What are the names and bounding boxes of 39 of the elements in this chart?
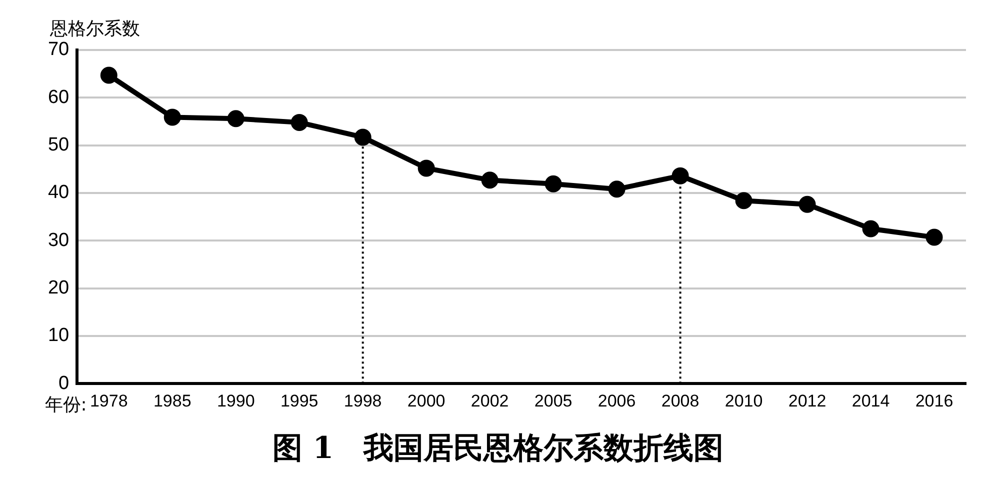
x-tick-label: 2005 (534, 391, 572, 410)
x-tick-label: 1998 (344, 391, 382, 410)
point (481, 172, 498, 189)
point (862, 220, 880, 238)
y-tick-label: 10 (48, 325, 70, 346)
point (608, 180, 626, 198)
y-axis-title: 恩格尔系数 (49, 18, 140, 40)
point (418, 160, 435, 177)
point (798, 196, 816, 213)
x-tick-label: 1990 (216, 391, 255, 410)
point (926, 228, 943, 246)
x-tick-label: 2014 (852, 391, 890, 410)
x-tick-label: 2008 (661, 391, 700, 410)
y-tick-label: 40 (48, 182, 70, 204)
y-tick-label: 60 (48, 86, 70, 108)
point (227, 110, 244, 128)
y-tick-label: 20 (48, 278, 70, 299)
x-tick-label: 2002 (470, 391, 509, 410)
text: 图 1 我国居民恩格尔系数折线图 (271, 430, 725, 468)
point (735, 192, 752, 210)
x-tick-label: 2000 (407, 391, 446, 410)
x-axis-title: 年份: (44, 394, 87, 416)
x-tick-label: 2016 (915, 391, 954, 410)
x-tick-label: 2006 (598, 391, 636, 410)
x-tick-label: 1978 (90, 391, 128, 410)
point (672, 167, 689, 184)
x-tick-label: 2010 (724, 391, 763, 410)
point (354, 128, 372, 146)
point (100, 66, 118, 84)
point (544, 175, 562, 192)
y-tick-label: 50 (48, 134, 70, 156)
x-tick-label: 2012 (788, 391, 826, 410)
y-tick-label: 70 (48, 39, 70, 60)
point (164, 108, 181, 126)
y-tick-label: 30 (48, 230, 70, 251)
y-tick-label: 0 (58, 372, 70, 394)
x-tick-label: 1995 (280, 391, 318, 410)
point (290, 114, 308, 131)
x-tick-label: 1985 (153, 391, 192, 410)
